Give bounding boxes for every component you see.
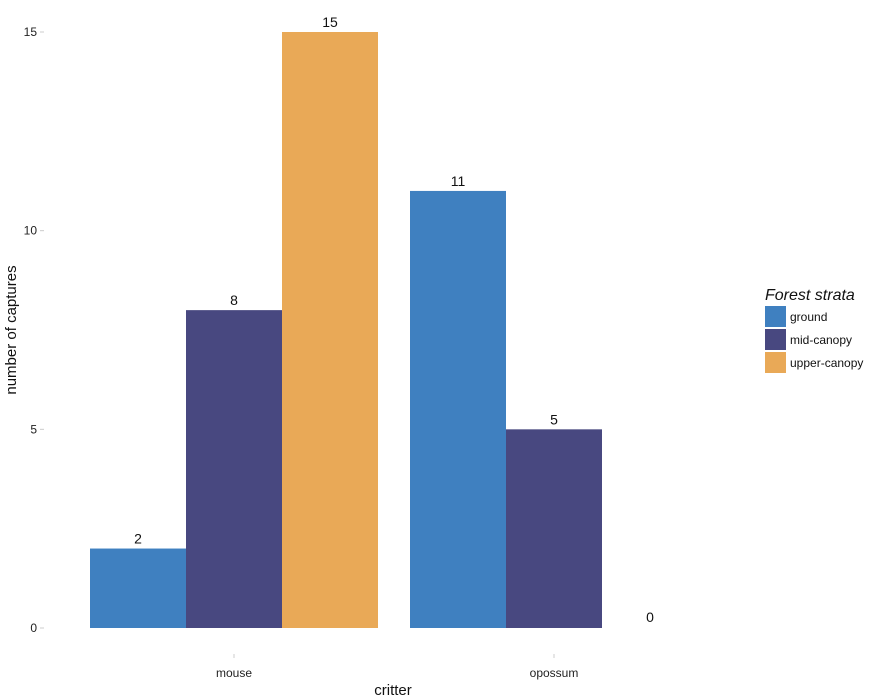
legend-label-upper-canopy: upper-canopy	[790, 356, 863, 370]
bar-upper-canopy-mouse	[282, 32, 378, 628]
y-tick-label: 15	[24, 25, 38, 39]
data-labels: 2 8 15 11 5 0	[134, 14, 654, 625]
data-label-upper-canopy-mouse: 15	[322, 14, 338, 30]
legend-swatch-upper-canopy	[765, 352, 786, 373]
x-tick-label: mouse	[216, 666, 252, 680]
data-label-mid-canopy-mouse: 8	[230, 292, 238, 308]
bar-mid-canopy-mouse	[186, 310, 282, 628]
legend-swatch-mid-canopy	[765, 329, 786, 350]
x-axis: mouse opossum	[216, 654, 578, 680]
bars	[90, 32, 602, 628]
data-label-ground-mouse: 2	[134, 531, 142, 547]
x-axis-title: critter	[374, 682, 412, 699]
bar-ground-mouse	[90, 548, 186, 628]
y-tick-label: 0	[30, 621, 37, 635]
x-tick-label: opossum	[530, 666, 579, 680]
y-axis: 0 5 10 15	[24, 25, 44, 635]
legend-swatch-ground	[765, 306, 786, 327]
y-tick-label: 10	[24, 224, 38, 238]
bar-ground-opossum	[410, 190, 506, 628]
data-label-mid-canopy-opossum: 5	[550, 411, 558, 427]
legend-title: Forest strata	[765, 287, 855, 304]
y-axis-title: number of captures	[3, 265, 20, 394]
legend: Forest strata ground mid-canopy upper-cano…	[765, 287, 863, 373]
data-label-upper-canopy-opossum: 0	[646, 609, 654, 625]
y-tick-label: 5	[30, 422, 37, 436]
legend-label-ground: ground	[790, 310, 827, 324]
legend-label-mid-canopy: mid-canopy	[790, 333, 852, 347]
data-label-ground-opossum: 11	[451, 173, 466, 189]
bar-mid-canopy-opossum	[506, 429, 602, 628]
